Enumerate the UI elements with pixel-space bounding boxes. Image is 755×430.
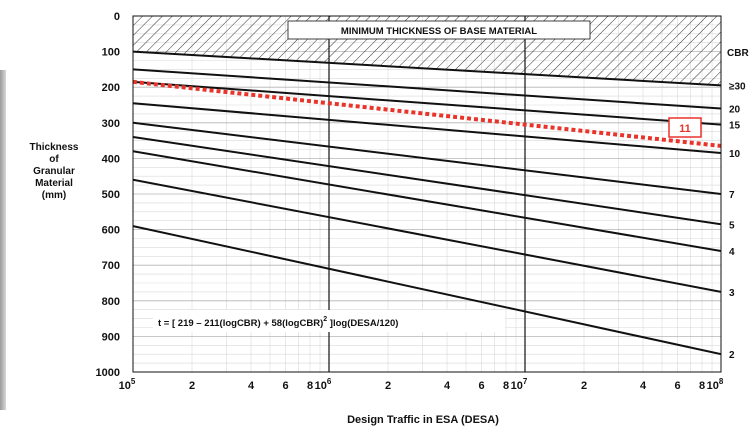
formula-superscript: 2 <box>323 316 327 323</box>
y-axis-title-line-5: (mm) <box>42 190 66 201</box>
x-minor-tick-label: 4 <box>248 380 255 392</box>
x-minor-tick-label: 2 <box>385 380 391 392</box>
x-major-tick-exponent: 5 <box>131 377 136 386</box>
y-axis-title-line-3: Granular <box>33 166 75 177</box>
y-tick-label: 400 <box>102 153 120 165</box>
cbr-label: 15 <box>729 121 741 132</box>
cbr-label: 5 <box>729 220 735 231</box>
x-minor-tick-label: 6 <box>282 380 288 392</box>
cbr-label: 20 <box>729 105 741 116</box>
y-tick-label: 0 <box>114 11 120 23</box>
x-minor-tick-label: 8 <box>503 380 509 392</box>
banner-text: MINIMUM THICKNESS OF BASE MATERIAL <box>341 26 537 37</box>
y-tick-label: 600 <box>102 225 120 237</box>
formula-box <box>153 310 505 332</box>
y-axis-title: Thickness of Granular Material (mm) <box>30 142 79 201</box>
y-tick-label: 200 <box>102 82 120 94</box>
x-major-tick-exponent: 6 <box>327 377 332 386</box>
series-lines <box>133 50 721 356</box>
y-tick-label: 900 <box>102 331 120 343</box>
highlight-callout-label: 11 <box>679 123 691 135</box>
y-tick-label: 1000 <box>96 367 120 379</box>
y-tick-label: 500 <box>102 189 120 201</box>
plot-frame <box>132 15 722 373</box>
series-line-cbr <box>133 68 721 110</box>
cbr-label: 4 <box>729 247 735 258</box>
y-axis-title-line-2: of <box>49 154 59 165</box>
x-minor-tick-label: 4 <box>640 380 647 392</box>
cbr-label: 7 <box>729 190 735 201</box>
formula-end: ]log(DESA/120) <box>327 318 398 329</box>
series-line-cbr <box>133 178 721 293</box>
x-major-tick-exponent: 8 <box>719 377 724 386</box>
x-major-tick-exponent: 7 <box>523 377 528 386</box>
x-major-tick-label: 107 <box>511 377 528 392</box>
cbr-label: 2 <box>729 350 735 361</box>
x-minor-tick-label: 8 <box>307 380 313 392</box>
y-tick-labels: 0 100 200 300 400 500 600 700 800 900 1000 <box>96 11 120 379</box>
cbr-labels: ≥30 20 15 10 7 5 4 3 2 <box>729 81 746 361</box>
series-line-cbr <box>133 50 721 87</box>
cbr-header: CBR <box>727 48 749 59</box>
x-major-tick-base: 10 <box>511 380 523 392</box>
x-major-tick-base: 10 <box>707 380 719 392</box>
x-major-tick-base: 10 <box>119 380 131 392</box>
x-minor-tick-label: 2 <box>189 380 195 392</box>
y-tick-label: 800 <box>102 296 120 308</box>
series-line-cbr <box>133 121 721 195</box>
x-minor-tick-label: 6 <box>478 380 484 392</box>
series-line-cbr <box>133 150 721 252</box>
x-minor-tick-label: 4 <box>444 380 451 392</box>
cbr-label: 10 <box>729 149 741 160</box>
series-line-highlight <box>133 79 721 148</box>
formula: t = [ 219 – 211(logCBR) + 58(logCBR)2 ]l… <box>158 316 398 329</box>
cbr-label: 3 <box>729 288 735 299</box>
x-major-tick-label: 105 <box>119 377 136 392</box>
y-tick-label: 700 <box>102 260 120 272</box>
series-line-cbr <box>133 225 721 356</box>
formula-main: t = [ 219 – 211(logCBR) + 58(logCBR) <box>158 318 323 329</box>
series-line-cbr <box>133 136 721 226</box>
series-line-cbr <box>133 80 721 126</box>
highlight-callout-box <box>668 117 702 138</box>
x-minor-tick-label: 6 <box>674 380 680 392</box>
y-tick-label: 100 <box>102 47 120 59</box>
highlight-line <box>133 79 721 148</box>
series-line-cbr <box>133 102 721 155</box>
x-major-tick-label: 106 <box>315 377 332 392</box>
x-minor-tick-label: 2 <box>581 380 587 392</box>
x-major-tick-label: 108 <box>707 377 724 392</box>
x-axis-title: Design Traffic in ESA (DESA) <box>347 414 499 426</box>
y-axis-title-line-4: Material <box>35 178 73 189</box>
y-tick-label: 300 <box>102 118 120 130</box>
banner-box <box>287 20 591 40</box>
x-major-tick-base: 10 <box>315 380 327 392</box>
left-edge-bar <box>0 70 6 410</box>
x-minor-tick-label: 8 <box>699 380 705 392</box>
y-axis-title-line-1: Thickness <box>30 142 79 153</box>
cbr-label: ≥30 <box>729 81 746 92</box>
